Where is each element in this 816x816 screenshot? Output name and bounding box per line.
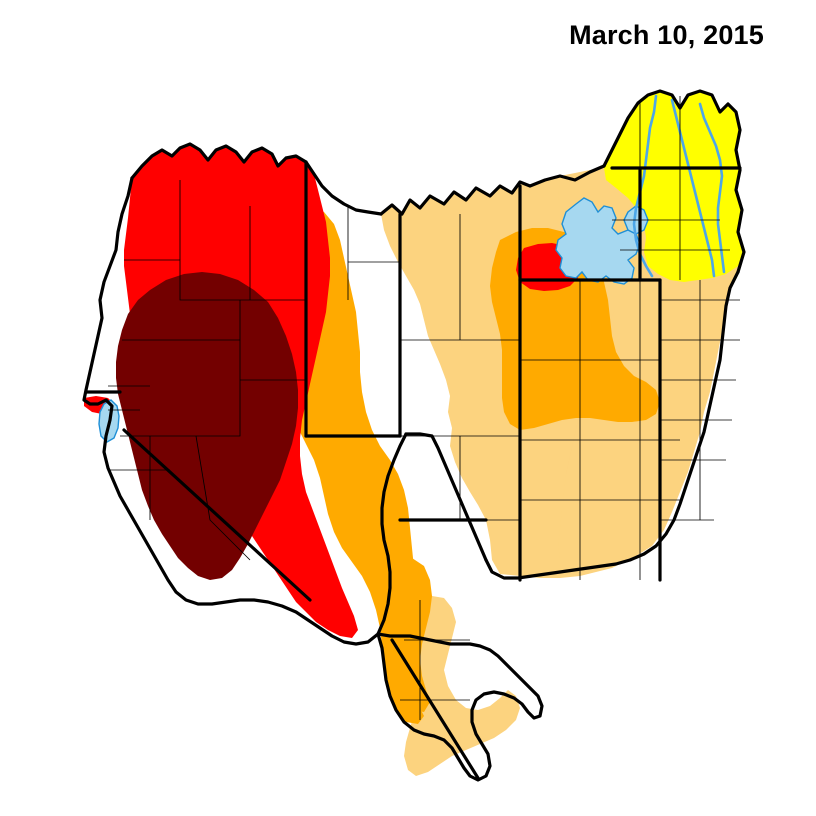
page-title: March 10, 2015 bbox=[569, 20, 764, 50]
state-boundaries bbox=[82, 89, 746, 782]
drought-area-d0 bbox=[604, 91, 744, 282]
drought-area-d4 bbox=[116, 272, 298, 580]
